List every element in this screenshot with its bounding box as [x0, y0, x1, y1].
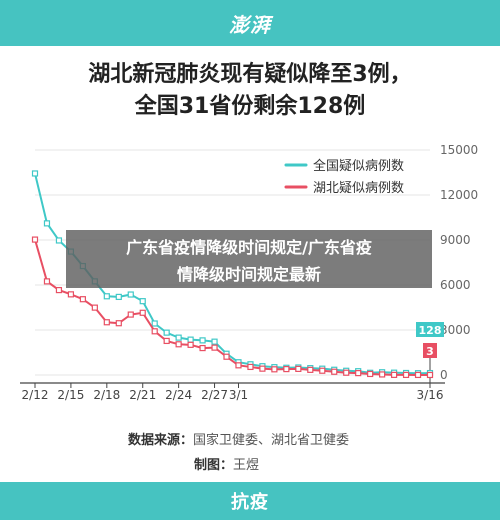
source-value: 国家卫健委、湖北省卫健委 [193, 433, 350, 448]
data-point [426, 371, 434, 379]
data-point [115, 320, 122, 327]
data-point [367, 370, 374, 378]
x-tick-label: 2/18 [93, 388, 120, 402]
y-tick-label: 3000 [440, 323, 471, 337]
data-point [103, 293, 110, 300]
overlay-line-1: 广东省疫情降级时间规定/广东省疫 [126, 238, 372, 257]
data-point [295, 365, 302, 372]
brand-logo: 澎湃 [229, 13, 271, 37]
data-point [355, 370, 362, 377]
data-point [187, 341, 194, 348]
data-point [175, 341, 182, 348]
data-point [319, 367, 326, 374]
title-line-2: 全国31省份剩余128例 [134, 94, 366, 119]
data-point [163, 337, 170, 345]
x-tick-label: 2/27 [201, 388, 228, 402]
data-point [43, 278, 51, 285]
data-point [259, 365, 266, 372]
legend-entry: 湖北疑似病例数 [313, 180, 404, 196]
data-point [127, 291, 134, 298]
data-point [414, 371, 422, 379]
data-point [175, 334, 182, 341]
data-point [55, 286, 63, 294]
y-tick-label: 0 [440, 368, 448, 382]
end-value-label: 128 [419, 324, 442, 337]
data-point [151, 328, 158, 335]
data-point [402, 371, 410, 379]
data-point [31, 170, 39, 177]
y-tick-label: 15000 [440, 143, 478, 157]
x-tick-label: 2/21 [129, 388, 156, 402]
data-point [79, 296, 86, 303]
y-tick-label: 9000 [440, 233, 471, 247]
title-line-1: 湖北新冠肺炎现有疑似降至3例， [88, 62, 412, 87]
data-point [139, 298, 146, 305]
data-point [283, 365, 290, 373]
y-tick-label: 12000 [440, 188, 478, 202]
data-point [151, 320, 158, 327]
data-point [211, 344, 218, 351]
data-point [331, 368, 338, 375]
data-point [31, 236, 39, 243]
headline-overlay: 广东省疫情降级时间规定/广东省疫 情降级时间规定最新 [66, 230, 432, 288]
x-tick-label: 2/15 [57, 388, 84, 402]
data-point [163, 329, 170, 336]
source-label: 数据来源： [128, 433, 194, 448]
data-point [379, 371, 386, 378]
data-point [271, 366, 278, 373]
footer-tag: 抗疫 [231, 492, 269, 513]
series-line [34, 239, 431, 376]
end-label-box [423, 343, 437, 358]
end-label-box [416, 322, 444, 337]
maker-label: 制图： [194, 458, 234, 473]
maker-value: 王煜 [233, 458, 260, 473]
x-tick-label: 2/24 [165, 388, 192, 402]
data-point [127, 311, 134, 318]
series-line [34, 173, 431, 375]
data-point [199, 344, 206, 352]
header-band [0, 0, 500, 46]
chart-maker: 制图：王煜 [194, 454, 259, 473]
end-value-label: 3 [426, 345, 434, 358]
data-point [247, 363, 254, 371]
x-tick-label: 3/16 [417, 388, 444, 402]
data-point [91, 304, 98, 311]
data-source: 数据来源：国家卫健委、湖北省卫健委 [128, 429, 349, 448]
data-point [307, 366, 314, 373]
data-point [187, 336, 194, 343]
legend-entry: 全国疑似病例数 [313, 158, 404, 174]
data-point [390, 371, 398, 378]
data-point [235, 362, 242, 369]
data-point [55, 237, 63, 244]
x-tick-label: 3/1 [229, 388, 248, 402]
data-point [103, 319, 110, 326]
data-point [115, 293, 122, 301]
overlay-line-2: 情降级时间规定最新 [176, 265, 321, 284]
data-point [223, 353, 230, 360]
data-point [43, 220, 51, 227]
x-tick-label: 2/12 [22, 388, 49, 402]
data-point [343, 369, 350, 376]
data-point [139, 309, 146, 316]
footer-band [0, 482, 500, 520]
line-chart: 0 3000 6000 9000 12000 15000 2/12 2/15 2/18 2/21 2… [20, 143, 478, 402]
y-tick-label: 6000 [440, 278, 471, 292]
data-point [67, 291, 75, 298]
data-point [199, 337, 206, 344]
data-point [211, 338, 218, 345]
